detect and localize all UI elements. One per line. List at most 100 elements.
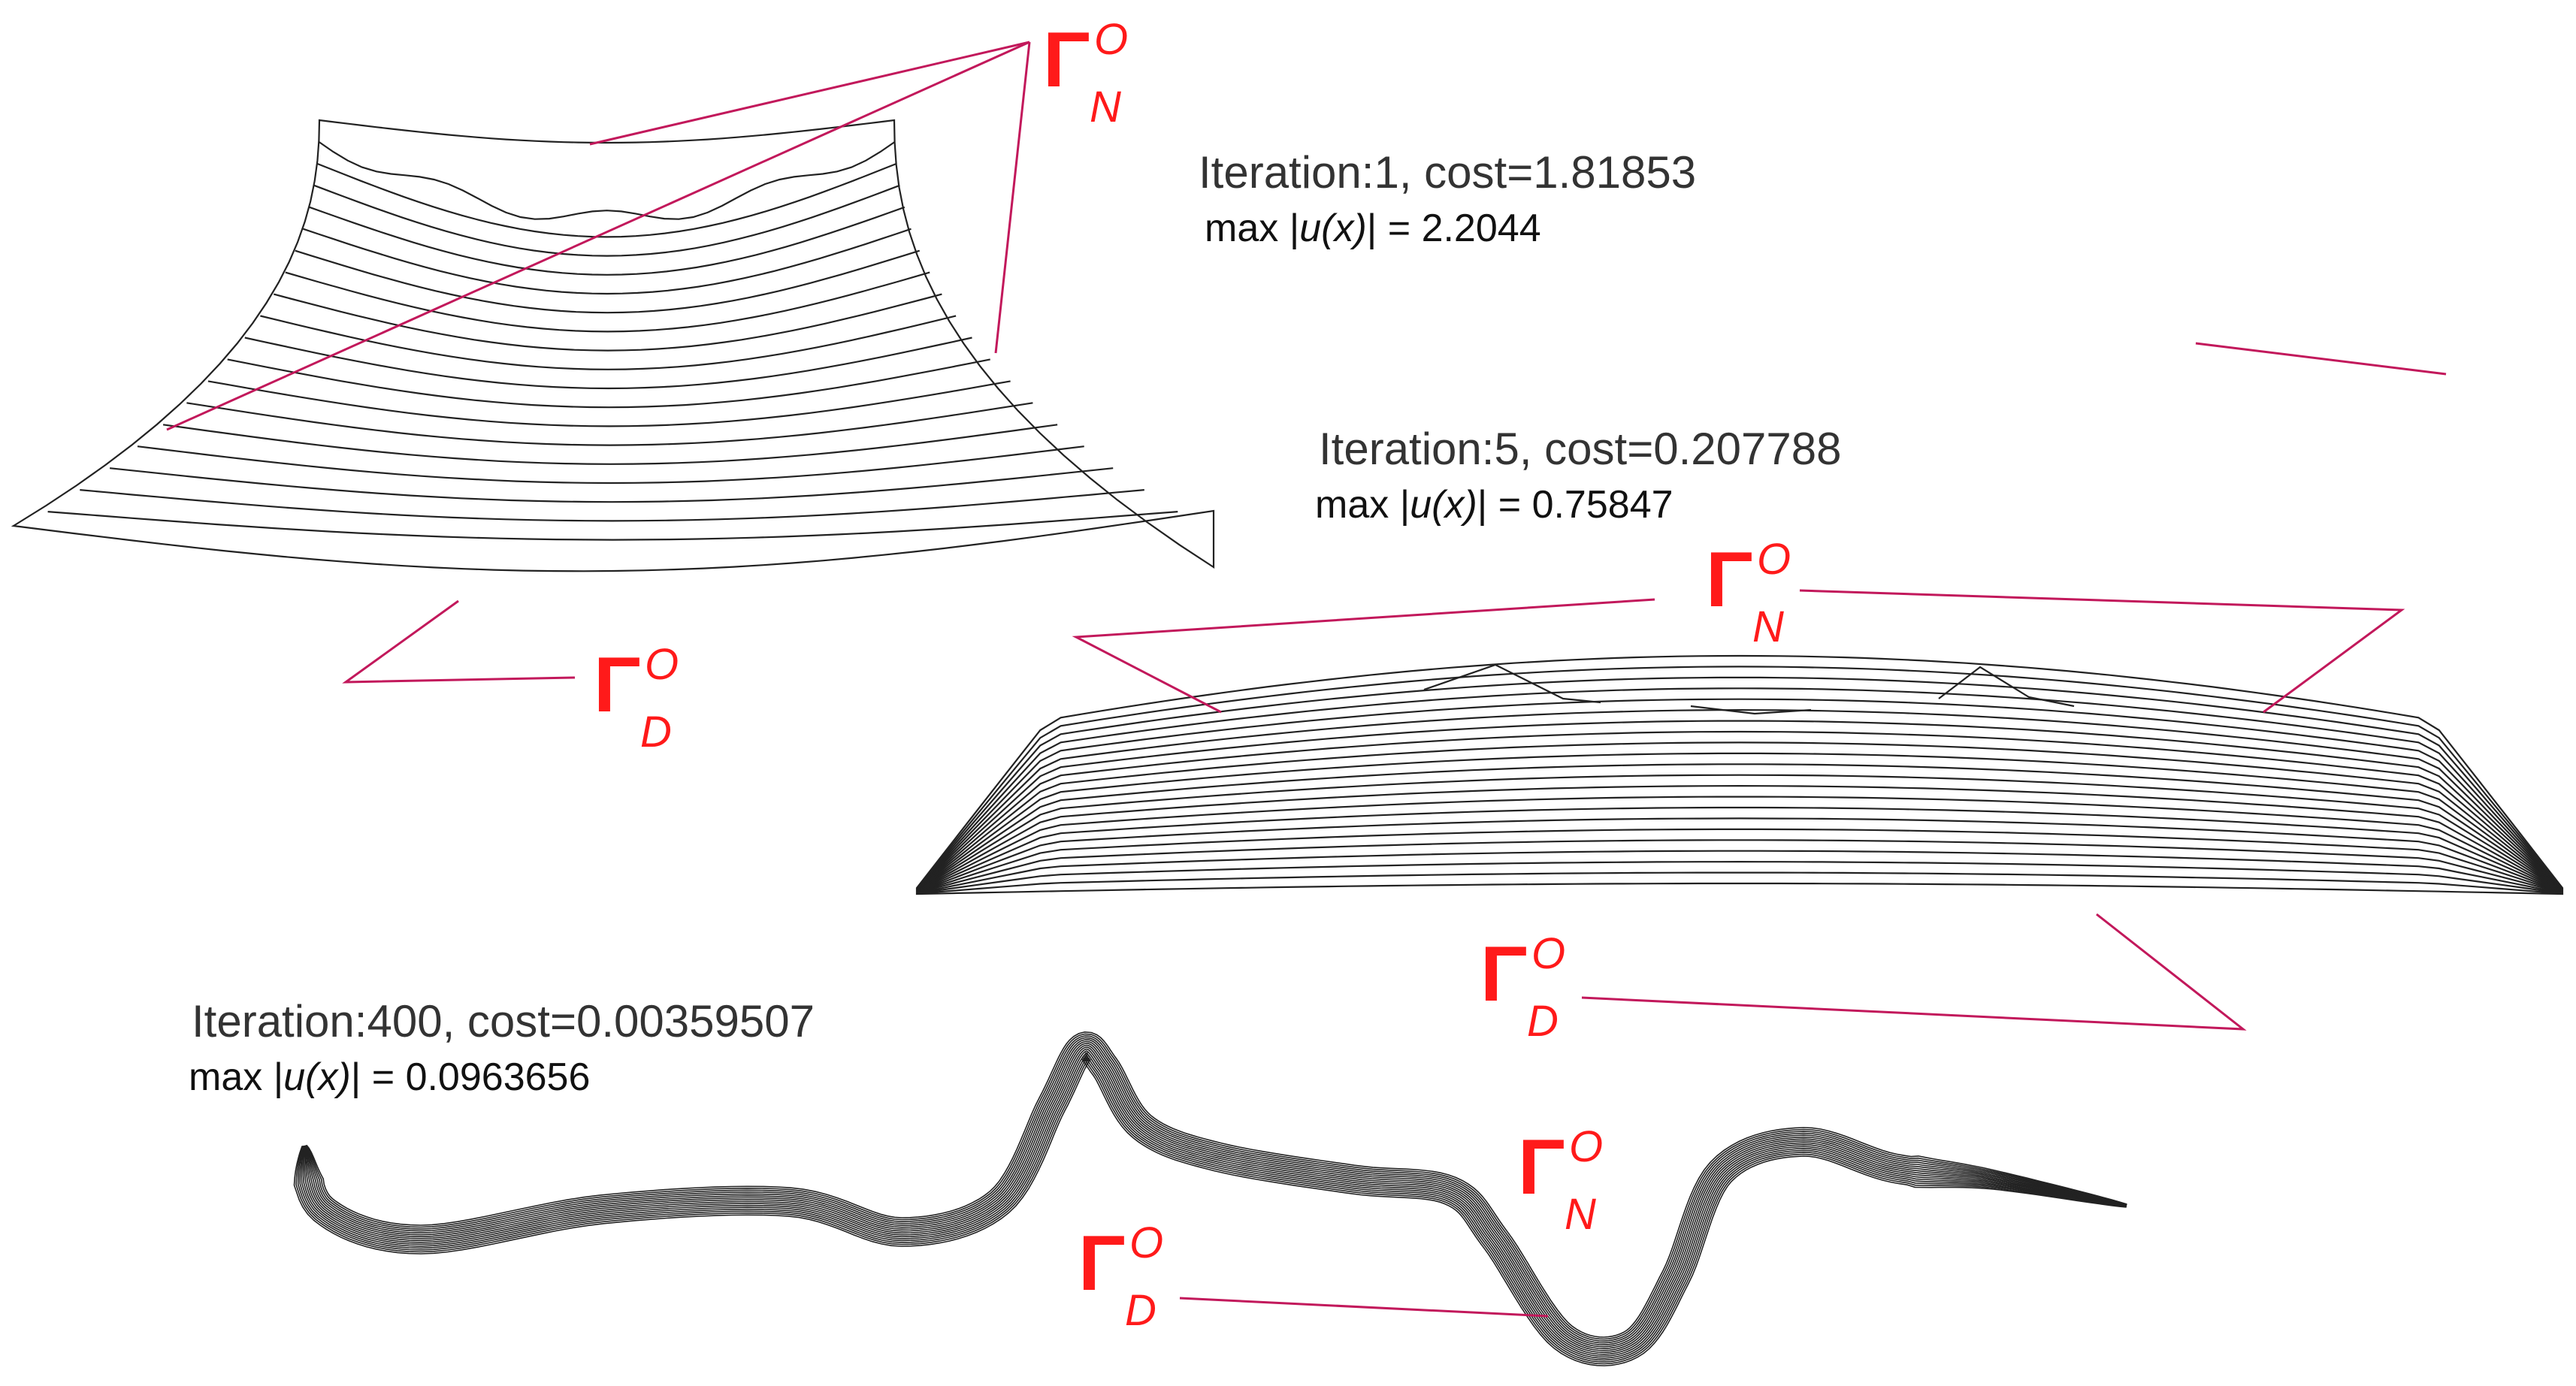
gamma-symbol: Γ xyxy=(1518,1124,1565,1211)
gamma-superscript: O xyxy=(1569,1122,1604,1171)
gamma-symbol: Γ xyxy=(1480,931,1528,1018)
mesh-band-line xyxy=(304,1044,2127,1351)
gamma-subscript: D xyxy=(1125,1286,1156,1335)
mesh-band-line xyxy=(305,1033,2127,1340)
gamma-dirichlet-label: Γ O D xyxy=(594,640,714,766)
mesh-contour xyxy=(916,871,2563,895)
gamma-subscript: D xyxy=(640,708,672,756)
gamma-dirichlet-label: Γ O D xyxy=(1480,929,1601,1055)
mesh-contour xyxy=(916,741,2563,891)
max-function: u(x) xyxy=(1410,483,1477,527)
mesh-band-line xyxy=(305,1037,2127,1344)
mesh-contour xyxy=(916,839,2563,894)
mesh-contour xyxy=(916,806,2563,893)
mesh-contour xyxy=(916,828,2563,894)
mesh-band-line xyxy=(304,1039,2127,1345)
leader-lines xyxy=(166,41,2447,1318)
mesh-contour xyxy=(916,720,2563,891)
mesh-outline xyxy=(11,119,1215,572)
max-value: = 2.2044 xyxy=(1387,207,1541,250)
iteration-label: Iteration:1, cost=1.81853 xyxy=(1199,147,1697,198)
leader-line xyxy=(166,41,1030,431)
leader-line xyxy=(589,41,1030,146)
mesh-band-line xyxy=(304,1046,2127,1354)
mesh-iteration-1 xyxy=(11,119,1215,572)
mesh-contour xyxy=(916,752,2563,892)
mesh-contour xyxy=(186,402,1033,446)
mesh-iteration-5 xyxy=(915,654,2564,895)
leader-line xyxy=(1581,913,2247,1031)
mesh-contour xyxy=(916,817,2563,893)
mesh-band-line xyxy=(304,1040,2127,1348)
gamma-dirichlet-label: Γ O D xyxy=(1078,1218,1199,1345)
leader-line xyxy=(342,599,576,684)
mesh-contour xyxy=(916,676,2563,889)
mesh-contour xyxy=(137,445,1084,485)
gamma-superscript: O xyxy=(1129,1218,1164,1267)
mesh-contour xyxy=(916,666,2563,889)
caption-iteration-400: Iteration:400, cost=0.00359507 max |u(x)… xyxy=(189,996,815,1099)
mesh-contour xyxy=(916,860,2563,895)
mesh-band-line xyxy=(299,1053,2127,1361)
max-value: = 0.0963656 xyxy=(371,1055,591,1099)
mesh-contour xyxy=(916,687,2563,889)
mesh-contour xyxy=(109,467,1114,503)
mesh-contour xyxy=(916,708,2563,890)
max-function: u(x) xyxy=(1299,207,1367,250)
mesh-band-line xyxy=(301,1052,2127,1359)
mesh-band-line xyxy=(303,1048,2127,1355)
mesh-contour xyxy=(162,424,1058,465)
max-value: = 0.75847 xyxy=(1498,483,1673,527)
leader-line xyxy=(1179,1297,1549,1318)
gamma-neumann-label: Γ O N xyxy=(1043,15,1163,141)
mesh-contour xyxy=(916,763,2563,892)
mesh-band-line xyxy=(293,1058,2127,1366)
caption-iteration-5: Iteration:5, cost=0.207788 max |u(x)| = … xyxy=(1315,424,1842,527)
mesh-contour xyxy=(244,337,972,390)
gamma-superscript: O xyxy=(1094,15,1129,64)
leader-line xyxy=(2195,342,2447,376)
mesh-bump xyxy=(1423,663,1601,704)
mesh-contour xyxy=(47,511,1178,541)
max-prefix: max xyxy=(189,1055,263,1099)
mesh-contour xyxy=(207,380,1011,427)
iteration-label: Iteration:400, cost=0.00359507 xyxy=(192,996,815,1046)
max-prefix: max xyxy=(1315,483,1389,527)
mesh-band-line xyxy=(295,1057,2127,1365)
mesh-contour xyxy=(295,249,921,314)
mesh-contour xyxy=(916,796,2563,892)
mesh-contour xyxy=(916,850,2563,894)
mesh-contour xyxy=(916,784,2563,892)
mesh-contour xyxy=(316,162,897,238)
max-displacement-label: max |u(x)| = 0.0963656 xyxy=(189,1055,591,1099)
mesh-band-line xyxy=(304,1043,2127,1350)
mesh-contour xyxy=(260,315,957,370)
mesh-band-line xyxy=(305,1035,2127,1342)
gamma-symbol: Γ xyxy=(1706,536,1753,624)
mesh-contour xyxy=(309,206,906,276)
mesh-band-line xyxy=(302,1050,2127,1357)
mesh-contour xyxy=(916,698,2563,890)
gamma-subscript: N xyxy=(1090,83,1121,131)
mesh-bump xyxy=(1690,705,1812,715)
max-prefix: max xyxy=(1205,207,1279,250)
mesh-band-line xyxy=(306,1031,2127,1338)
max-displacement-label: max |u(x)| = 2.2044 xyxy=(1205,207,1541,250)
mesh-contour xyxy=(916,774,2563,892)
gamma-superscript: O xyxy=(645,640,679,689)
iteration-label: Iteration:5, cost=0.207788 xyxy=(1319,424,1842,474)
caption-iteration-1: Iteration:1, cost=1.81853 max |u(x)| = 2… xyxy=(1199,147,1697,250)
mesh-contour xyxy=(916,730,2563,891)
mesh-contour xyxy=(227,358,990,409)
leader-line xyxy=(1799,589,2405,714)
mesh-iteration-400 xyxy=(293,1031,2127,1366)
mesh-band-line xyxy=(297,1055,2127,1363)
gamma-symbol: Γ xyxy=(1078,1220,1126,1307)
mesh-contour xyxy=(313,184,900,257)
gamma-symbol: Γ xyxy=(594,642,641,729)
mesh-outline xyxy=(915,654,2564,895)
gamma-subscript: D xyxy=(1527,997,1559,1046)
gamma-symbol: Γ xyxy=(1043,17,1090,104)
gamma-superscript: O xyxy=(1531,929,1566,978)
